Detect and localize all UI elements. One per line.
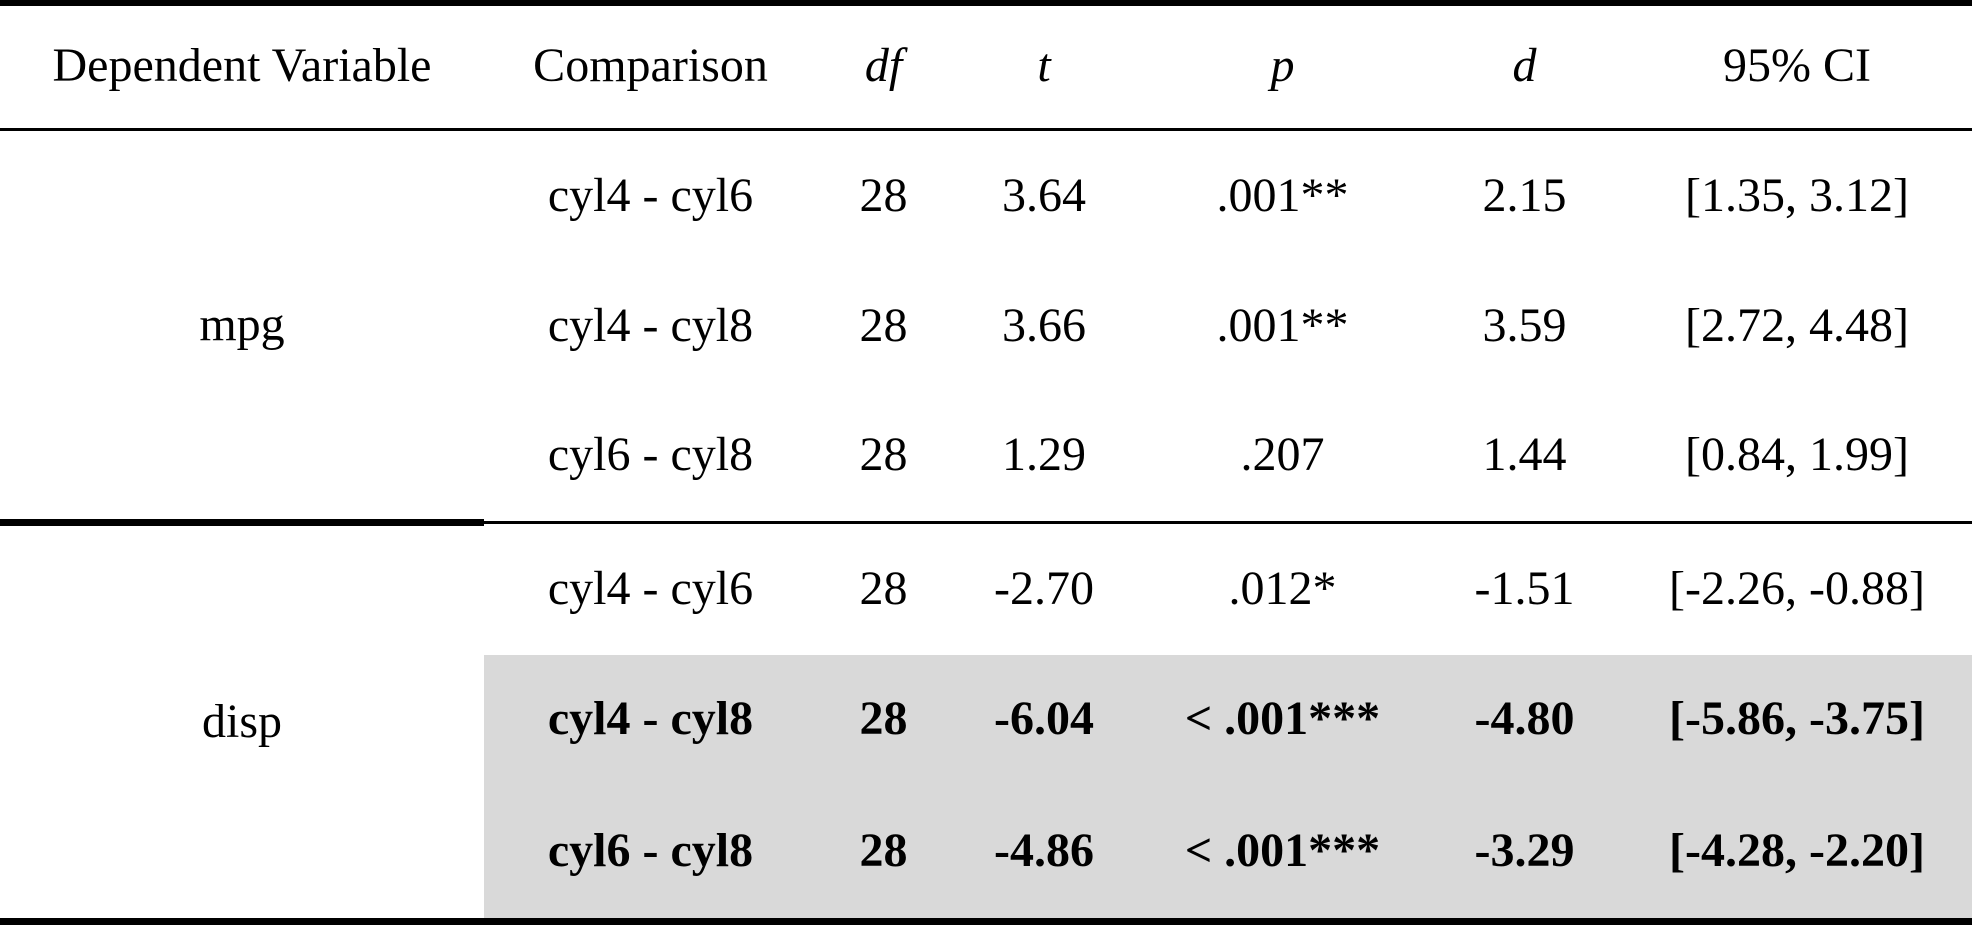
cell-comparison: cyl6 - cyl8: [547, 428, 754, 482]
cell-df: 28: [817, 521, 950, 656]
cell-t: 3.64: [1002, 168, 1086, 222]
header-cell-df: df: [817, 0, 950, 131]
table-row: cyl4 - cyl8 28 -6.04 < .001*** -4.80 [-5…: [0, 655, 1972, 785]
cell-comparison: cyl4 - cyl8: [547, 298, 754, 352]
cell-comparison: cyl6 - cyl8: [484, 784, 817, 925]
header-cell-d: d: [1427, 0, 1622, 131]
cell-t: 1.29: [1002, 428, 1086, 482]
cell-df: 28: [817, 784, 950, 925]
header-cell-dependent-variable: Dependent Variable: [0, 0, 484, 131]
cell-p: .012*: [1138, 521, 1427, 656]
cell-d: -4.80: [1427, 655, 1622, 785]
cell-t: -6.04: [950, 655, 1138, 785]
cell-d: 2.15: [1482, 168, 1567, 222]
table-row: cyl4 - cyl8 28 3.66 .001** 3.59 [2.72, 4…: [0, 261, 1972, 390]
cell-d: 3.59: [1482, 298, 1567, 352]
table-row: cyl6 - cyl8 28 -4.86 < .001*** -3.29 [-4…: [0, 784, 1972, 925]
header-cell-p: p: [1138, 0, 1427, 131]
dependent-variable-cell-mpg: mpg: [0, 129, 484, 527]
cell-p: .001**: [1216, 298, 1349, 352]
cell-comparison: cyl4 - cyl6: [547, 168, 754, 222]
header-cell-t: t: [950, 0, 1138, 131]
cell-d: 1.44: [1482, 428, 1567, 482]
cell-p: .001**: [1216, 168, 1349, 222]
table-row: mpg cyl4 - cyl6 28 3.64 .001** 2.15 [1.3…: [0, 129, 1972, 527]
cell-t: 3.66: [1002, 298, 1086, 352]
cell-comparison: cyl4 - cyl6: [484, 521, 817, 656]
cell-df: 28: [859, 298, 908, 352]
cell-95ci: [-4.28, -2.20]: [1622, 784, 1972, 925]
cell-p: .207: [1240, 428, 1325, 482]
dependent-variable-cell-disp: disp: [0, 521, 484, 925]
cell-95ci: [-5.86, -3.75]: [1622, 655, 1972, 785]
header-cell-95ci: 95% CI: [1622, 0, 1972, 131]
table-row: disp cyl4 - cyl6 28 -2.70 .012* -1.51 [-…: [0, 521, 1972, 925]
cell-df: 28: [817, 655, 950, 785]
table-header-row: Dependent Variable Comparison df t p d 9…: [0, 0, 1972, 131]
cell-df: 28: [859, 168, 908, 222]
table-row: cyl6 - cyl8 28 1.29 .207 1.44 [0.84, 1.9…: [0, 390, 1972, 522]
cell-d: -1.51: [1427, 521, 1622, 656]
cell-p: < .001***: [1138, 655, 1427, 785]
cell-95ci: [1.35, 3.12]: [1685, 168, 1909, 222]
cell-t: -4.86: [950, 784, 1138, 925]
cell-t: -2.70: [950, 521, 1138, 656]
cell-d: -3.29: [1427, 784, 1622, 925]
cell-comparison: cyl4 - cyl8: [484, 655, 817, 785]
cell-95ci: [2.72, 4.48]: [1685, 298, 1909, 352]
cell-95ci: [-2.26, -0.88]: [1622, 521, 1972, 656]
cell-df: 28: [859, 428, 908, 482]
header-cell-comparison: Comparison: [484, 0, 817, 131]
cell-p: < .001***: [1138, 784, 1427, 925]
cell-95ci: [0.84, 1.99]: [1685, 428, 1909, 482]
